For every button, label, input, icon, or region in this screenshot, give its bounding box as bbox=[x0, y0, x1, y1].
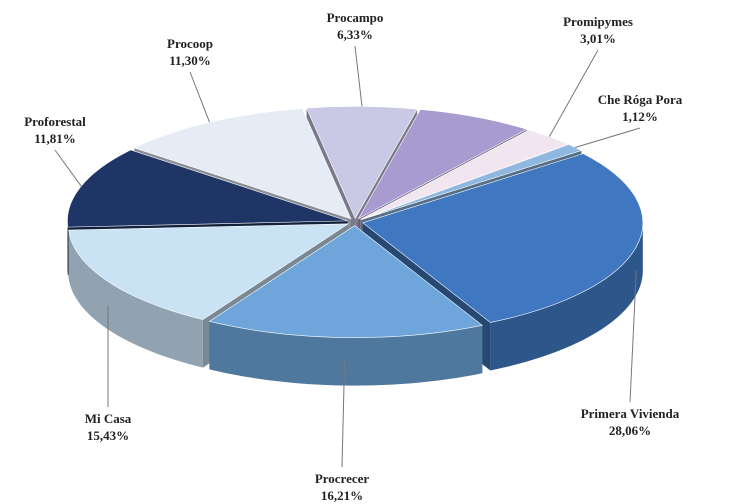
leader-line bbox=[354, 45, 363, 107]
leader-line bbox=[629, 270, 637, 403]
slice bbox=[133, 108, 352, 220]
slice-value-label: 11,81% bbox=[34, 131, 76, 146]
leader-line bbox=[189, 71, 210, 123]
slice-wall bbox=[209, 321, 483, 386]
slice-value-label: 15,43% bbox=[87, 428, 129, 443]
slice-value-label: 6,33% bbox=[337, 27, 373, 42]
slice-value-label: 28,06% bbox=[609, 423, 651, 438]
slice-label: Proforestal bbox=[24, 114, 86, 129]
slice-label: Che Róga Pora bbox=[598, 92, 683, 107]
slice bbox=[357, 109, 528, 220]
leader-line bbox=[575, 127, 641, 148]
slice-wall bbox=[68, 230, 203, 368]
slice-value-label: 11,30% bbox=[169, 53, 211, 68]
slice-value-label: 1,12% bbox=[622, 109, 658, 124]
leader-line bbox=[54, 149, 82, 187]
slice-label: Procampo bbox=[327, 10, 384, 25]
slice-value-label: 3,01% bbox=[580, 31, 616, 46]
slice bbox=[306, 106, 418, 220]
leader-line bbox=[548, 49, 599, 137]
slice bbox=[208, 225, 483, 338]
leader-line bbox=[341, 361, 346, 468]
slice bbox=[360, 129, 569, 220]
slice bbox=[67, 149, 348, 228]
slice-label: Promipymes bbox=[563, 14, 633, 29]
slice bbox=[361, 144, 583, 220]
slice-value-label: 16,21% bbox=[321, 488, 363, 503]
slice-label: Procoop bbox=[167, 36, 213, 51]
slice-label: Mi Casa bbox=[85, 411, 132, 426]
slice-wall bbox=[490, 222, 643, 371]
slice bbox=[68, 223, 350, 320]
slice-label: Procrecer bbox=[315, 471, 370, 486]
slice bbox=[362, 153, 644, 323]
slice-label: Primera Vivienda bbox=[581, 406, 680, 421]
